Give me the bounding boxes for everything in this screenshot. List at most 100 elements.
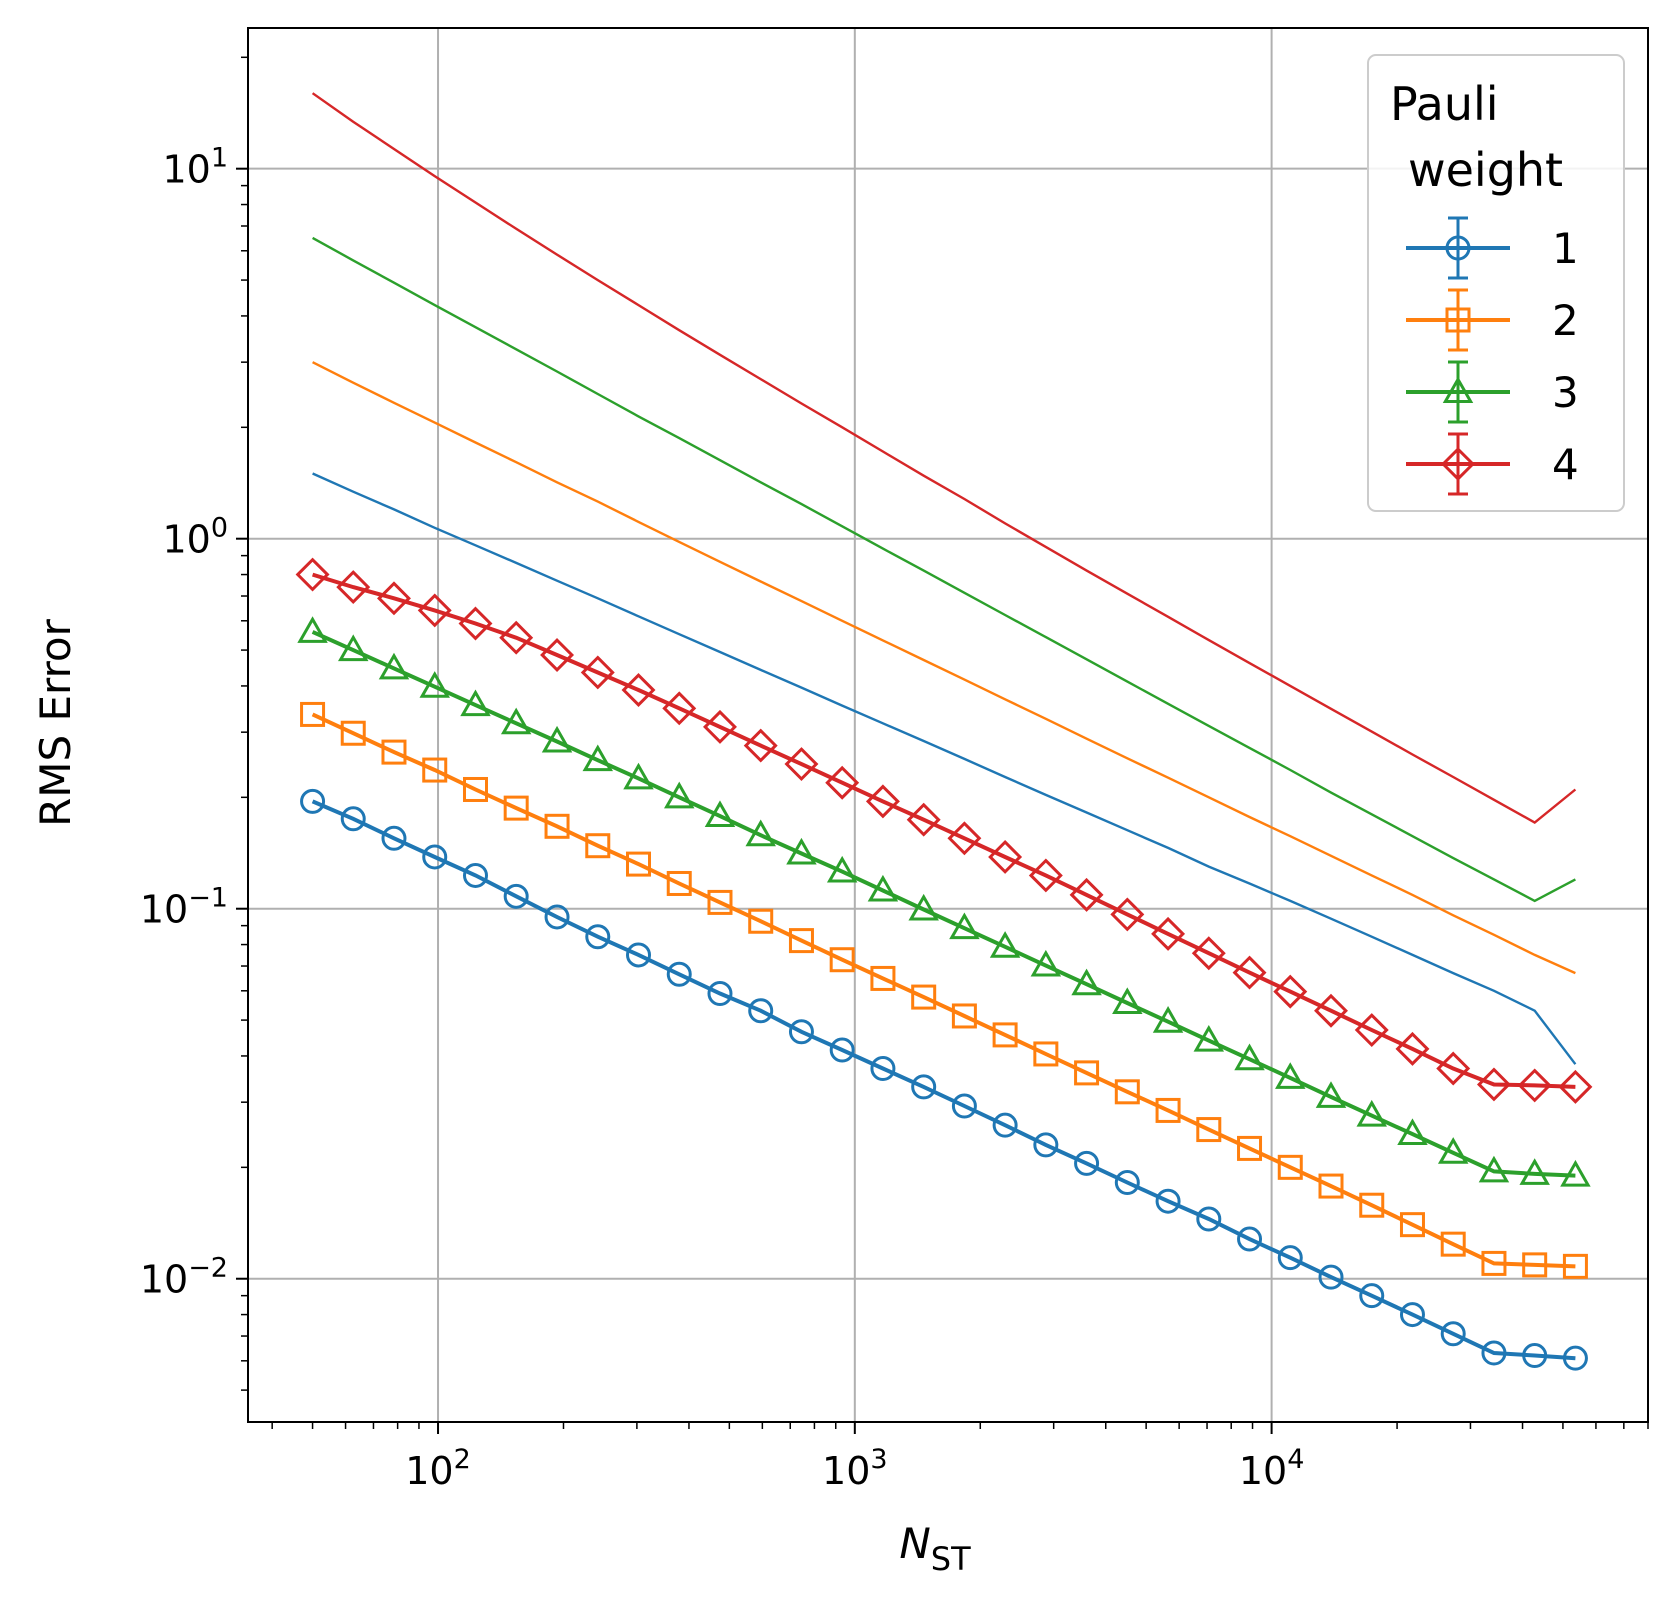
- y-tick-label: 10−1: [140, 883, 228, 932]
- data-point-weight-1: [1440, 1321, 1466, 1347]
- data-point-weight-4: [580, 655, 615, 690]
- data-point-weight-3: [1071, 968, 1102, 996]
- data-point-weight-2: [1318, 1173, 1344, 1199]
- data-point-weight-1: [951, 1093, 977, 1119]
- data-point-weight-1: [544, 904, 570, 930]
- data-point-weight-3: [1560, 1159, 1591, 1187]
- series-line-weight-3: [311, 630, 1576, 1178]
- legend-marker: [1445, 307, 1471, 333]
- data-point-weight-1: [585, 924, 611, 950]
- data-point-weight-1: [1033, 1132, 1059, 1158]
- data-point-weight-2: [422, 757, 448, 783]
- data-point-weight-2: [992, 1022, 1018, 1048]
- data-point-weight-3: [582, 744, 614, 772]
- data-point-weight-2: [1399, 1212, 1425, 1238]
- x-tick-label: 102: [405, 1444, 471, 1493]
- series-weight-3: [297, 616, 1591, 1187]
- series-line-weight-2: [311, 712, 1576, 1269]
- series-weight-1: [300, 788, 1588, 1371]
- bound-curve-weight-2: [312, 361, 1576, 975]
- data-point-weight-2: [300, 701, 326, 727]
- data-point-weight-1: [1481, 1340, 1507, 1366]
- data-point-weight-1: [340, 806, 366, 832]
- data-point-weight-3: [989, 931, 1021, 958]
- data-point-weight-1: [788, 1019, 814, 1045]
- data-point-weight-3: [419, 671, 450, 698]
- data-point-weight-3: [338, 634, 369, 662]
- data-point-weight-4: [1517, 1068, 1552, 1103]
- y-tick-label: 101: [162, 143, 228, 192]
- data-point-weight-2: [1277, 1154, 1303, 1180]
- data-point-weight-1: [870, 1055, 896, 1081]
- series-line-weight-4: [312, 572, 1576, 1089]
- legend-entry-1: 1: [1406, 216, 1579, 280]
- data-point-weight-3: [1112, 987, 1143, 1015]
- data-point-weight-2: [340, 720, 366, 746]
- bound-curve-weight-1: [312, 472, 1577, 1065]
- data-point-weight-4: [295, 557, 330, 592]
- data-point-weight-3: [1356, 1099, 1387, 1127]
- legend-entries: 1 2 3 4: [1406, 216, 1579, 496]
- data-point-weight-1: [1074, 1150, 1100, 1176]
- data-point-weight-1: [1114, 1169, 1140, 1195]
- data-point-weight-2: [1033, 1041, 1059, 1067]
- data-point-weight-4: [621, 673, 656, 707]
- data-point-weight-2: [748, 908, 774, 934]
- data-point-weight-3: [1519, 1158, 1550, 1185]
- data-point-weight-1: [503, 883, 529, 909]
- data-point-weight-3: [664, 781, 695, 809]
- legend-entry-4: 4: [1406, 432, 1579, 496]
- data-point-weight-1: [1237, 1226, 1263, 1252]
- legend-title-line-2: weight: [1408, 143, 1563, 197]
- data-point-weight-2: [544, 813, 570, 839]
- data-point-weight-4: [743, 728, 778, 763]
- data-point-weight-3: [745, 819, 776, 847]
- data-point-weight-1: [748, 998, 774, 1024]
- data-point-weight-2: [951, 1003, 977, 1029]
- data-point-weight-4: [703, 709, 737, 744]
- series-weight-2: [300, 701, 1588, 1279]
- bound-curve-weight-3: [312, 236, 1576, 903]
- data-point-weight-3: [1030, 949, 1062, 977]
- data-point-weight-4: [1273, 974, 1308, 1009]
- data-point-weight-4: [1069, 877, 1104, 912]
- y-axis-label: RMS Error: [31, 618, 80, 827]
- data-point-weight-1: [666, 961, 692, 987]
- data-point-weight-1: [1359, 1283, 1385, 1309]
- data-point-weight-2: [585, 833, 611, 859]
- data-point-weight-3: [949, 912, 980, 940]
- x-tick-label: 103: [822, 1444, 888, 1493]
- data-point-weight-1: [381, 825, 407, 851]
- data-point-weight-3: [1193, 1024, 1225, 1052]
- legend-label: 1: [1552, 224, 1579, 273]
- data-point-weight-4: [1191, 936, 1226, 971]
- data-point-weight-3: [1152, 1006, 1184, 1033]
- data-point-weight-3: [1275, 1062, 1306, 1089]
- data-point-weight-4: [1436, 1051, 1471, 1086]
- data-point-weight-1: [626, 942, 652, 968]
- legend-box: [1367, 54, 1625, 512]
- data-point-weight-1: [300, 788, 326, 814]
- bound-curve-weight-4: [311, 92, 1577, 824]
- data-point-weight-2: [788, 928, 814, 954]
- data-point-weight-2: [1481, 1250, 1507, 1276]
- bound-curves: [311, 92, 1577, 1065]
- data-point-weight-2: [829, 947, 855, 973]
- data-point-weight-4: [865, 784, 900, 819]
- data-point-weight-2: [870, 965, 896, 991]
- data-point-weight-1: [1399, 1302, 1425, 1328]
- data-point-weight-4: [1558, 1069, 1593, 1104]
- data-point-weight-3: [541, 725, 573, 753]
- data-point-weight-1: [1155, 1188, 1181, 1214]
- data-point-weight-1: [1196, 1206, 1222, 1232]
- data-point-weight-1: [911, 1074, 937, 1100]
- y-tick-label: 10−2: [140, 1253, 228, 1302]
- data-point-weight-2: [1155, 1097, 1181, 1123]
- data-point-weight-4: [417, 593, 452, 628]
- data-point-weight-4: [1232, 955, 1267, 990]
- data-series: [295, 557, 1593, 1371]
- data-point-weight-3: [786, 837, 817, 865]
- tick-labels: 102 103 104 10−2 10−1 100 101: [140, 143, 1305, 1493]
- series-line-weight-1: [311, 799, 1576, 1361]
